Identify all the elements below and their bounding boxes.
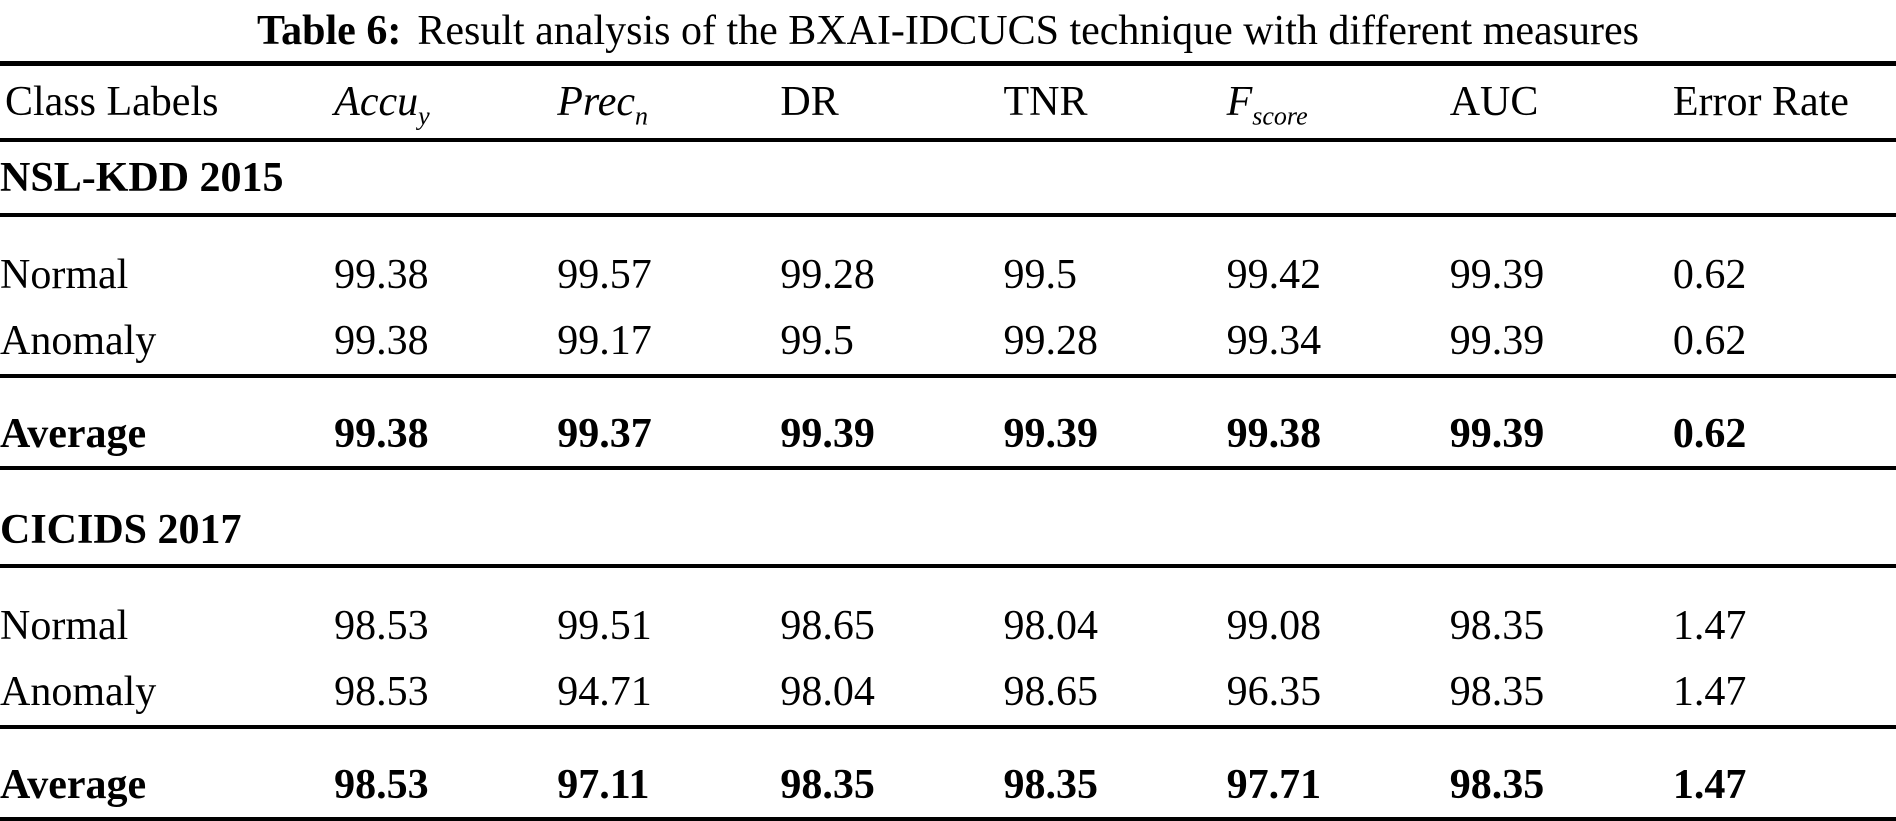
value-cell: 99.28	[780, 252, 875, 298]
value-cell: 94.71	[557, 669, 652, 715]
column-header-accuracy-label: Accu	[334, 79, 419, 125]
table-row-nsl-average: Average 99.38 99.37 99.39 99.39 99.38 99…	[0, 376, 1896, 468]
value-cell: 99.5	[780, 318, 854, 364]
value-cell: 97.11	[557, 762, 650, 808]
value-cell: 0.62	[1672, 252, 1747, 298]
value-cell: 99.38	[334, 318, 429, 364]
value-cell: 99.39	[1449, 318, 1545, 364]
value-cell: 99.39	[1003, 411, 1099, 457]
value-cell: 99.38	[1226, 411, 1322, 457]
column-header-accuracy-subscript: y	[418, 101, 430, 131]
table-row-nsl-normal: Normal 99.38 99.57 99.28 99.5 99.42 99.3…	[0, 215, 1896, 299]
section-header-row-cicids: CICIDS 2017	[0, 468, 1896, 566]
table-row-nsl-anomaly: Anomaly 99.38 99.17 99.5 99.28 99.34 99.…	[0, 299, 1896, 376]
column-header-accuracy: Accuy	[334, 64, 557, 141]
table-caption: Table 6: Result analysis of the BXAI-IDCU…	[0, 0, 1896, 56]
row-label-cell: Anomaly	[0, 318, 157, 364]
value-cell: 1.47	[1672, 762, 1747, 808]
value-cell: 0.62	[1672, 318, 1747, 364]
value-cell: 99.17	[557, 318, 652, 364]
column-header-error-rate: Error Rate	[1672, 79, 1849, 125]
value-cell: 99.39	[1449, 252, 1545, 298]
table-caption-text: Result analysis of the BXAI-IDCUCS techn…	[417, 8, 1639, 54]
value-cell: 99.39	[780, 411, 875, 457]
row-label-cell: Normal	[0, 252, 129, 298]
value-cell: 1.47	[1672, 669, 1747, 715]
table-row-cicids-anomaly: Anomaly 98.53 94.71 98.04 98.65 96.35 98…	[0, 650, 1896, 727]
table-row-cicids-normal: Normal 98.53 99.51 98.65 98.04 99.08 98.…	[0, 566, 1896, 650]
section-title: CICIDS 2017	[0, 507, 242, 553]
column-header-precision: Precn	[557, 64, 780, 141]
value-cell: 98.53	[334, 762, 429, 808]
column-header-fscore-subscript: score	[1252, 101, 1308, 131]
section-header-row-nsl-kdd: NSL-KDD 2015	[0, 140, 1896, 215]
row-label-cell: Average	[0, 762, 147, 808]
value-cell: 1.47	[1672, 603, 1747, 649]
column-header-tnr: TNR	[1003, 79, 1088, 125]
value-cell: 98.35	[1449, 603, 1545, 649]
column-header-precision-label: Prec	[557, 79, 636, 125]
value-cell: 99.51	[557, 603, 652, 649]
row-label-cell: Anomaly	[0, 669, 157, 715]
value-cell: 98.35	[1449, 669, 1545, 715]
value-cell: 98.35	[1003, 762, 1099, 808]
value-cell: 98.35	[1449, 762, 1545, 808]
column-header-detection-rate: DR	[780, 79, 839, 125]
value-cell: 99.28	[1003, 318, 1099, 364]
value-cell: 98.53	[334, 603, 429, 649]
header-row: Class Labels Accuy Precn DR TNR Fscore A…	[0, 64, 1896, 141]
value-cell: 97.71	[1226, 762, 1322, 808]
column-header-fscore-label: F	[1226, 79, 1253, 125]
value-cell: 99.39	[1449, 411, 1545, 457]
value-cell: 98.35	[780, 762, 875, 808]
table-row-cicids-average: Average 98.53 97.11 98.35 98.35 97.71 98…	[0, 727, 1896, 819]
value-cell: 98.53	[334, 669, 429, 715]
column-header-class-labels: Class Labels	[5, 79, 219, 125]
value-cell: 98.04	[1003, 603, 1099, 649]
column-header-auc: AUC	[1449, 79, 1539, 125]
value-cell: 98.65	[1003, 669, 1099, 715]
value-cell: 98.65	[780, 603, 875, 649]
value-cell: 99.37	[557, 411, 652, 457]
results-table: Class Labels Accuy Precn DR TNR Fscore A…	[0, 61, 1896, 821]
column-header-precision-subscript: n	[635, 101, 649, 131]
value-cell: 99.38	[334, 411, 429, 457]
value-cell: 98.04	[780, 669, 875, 715]
value-cell: 99.57	[557, 252, 652, 298]
value-cell: 99.5	[1003, 252, 1078, 298]
value-cell: 99.38	[334, 252, 429, 298]
row-label-cell: Normal	[0, 603, 129, 649]
value-cell: 0.62	[1672, 411, 1747, 457]
value-cell: 96.35	[1226, 669, 1322, 715]
table-caption-label: Table 6:	[257, 8, 402, 54]
section-title: NSL-KDD 2015	[0, 155, 284, 201]
column-header-fscore: Fscore	[1227, 64, 1450, 141]
row-label-cell: Average	[0, 411, 147, 457]
value-cell: 99.34	[1226, 318, 1322, 364]
value-cell: 99.42	[1226, 252, 1322, 298]
value-cell: 99.08	[1226, 603, 1322, 649]
